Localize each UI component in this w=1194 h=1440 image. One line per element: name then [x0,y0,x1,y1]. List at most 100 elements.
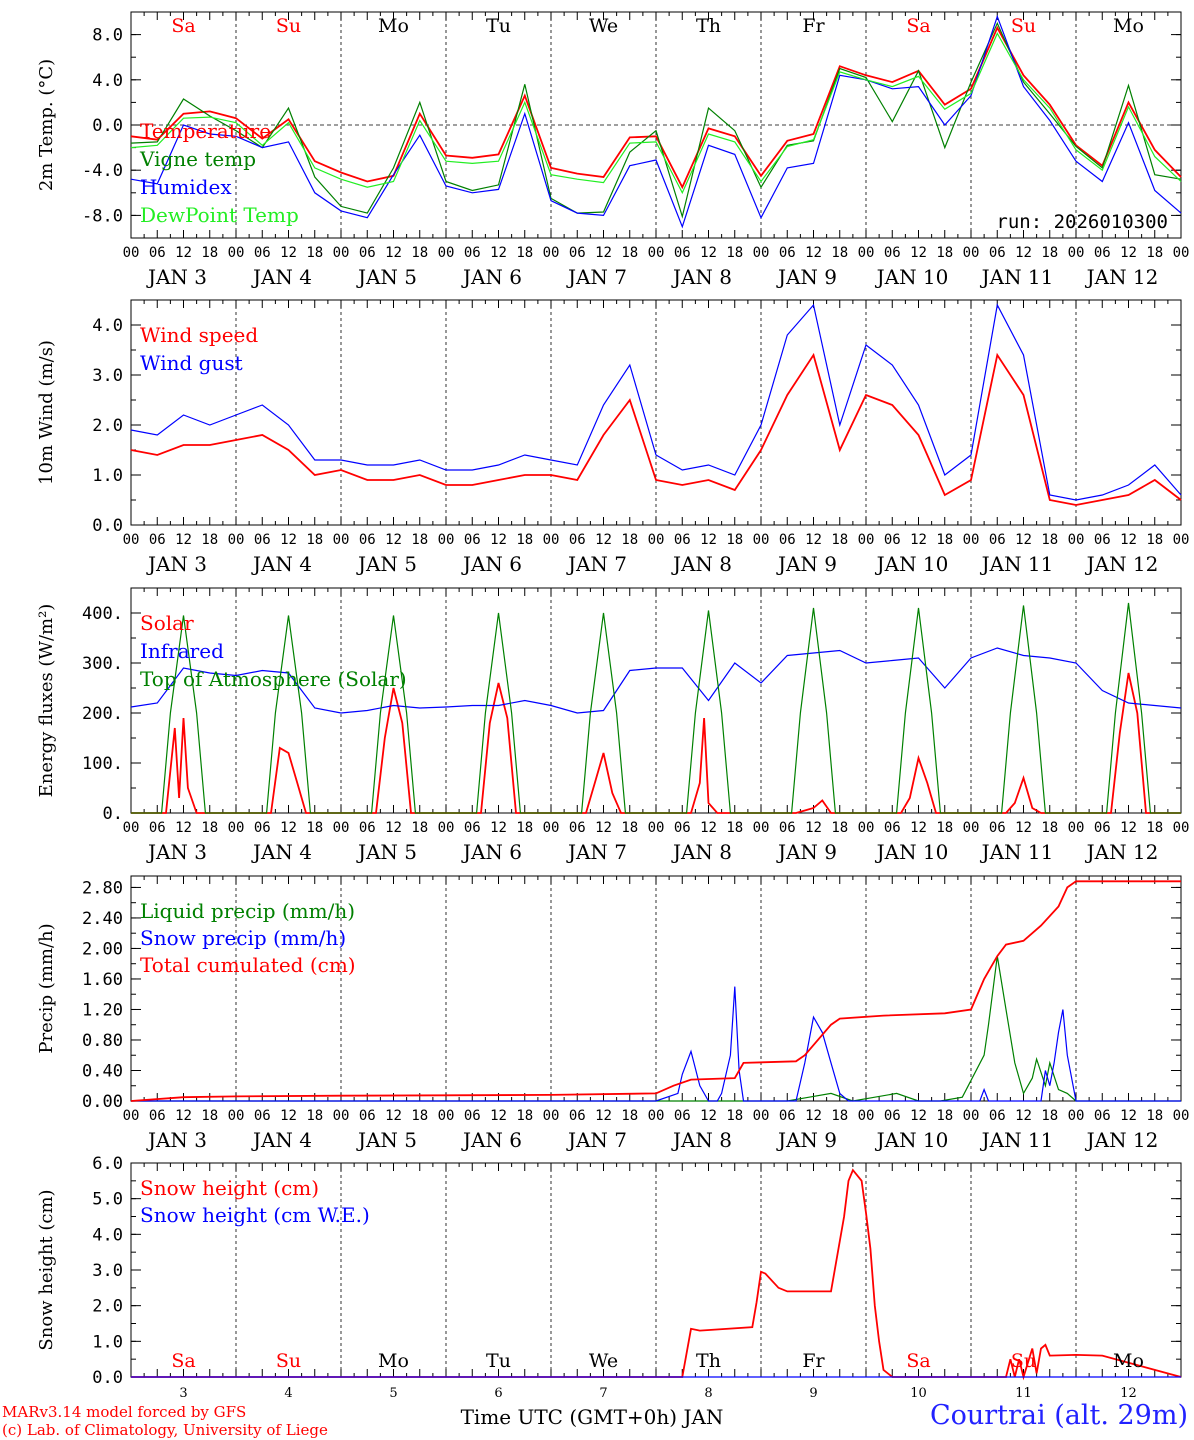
x-day-label: JAN 3 [146,265,207,289]
x-hour-label: 06 [464,1108,481,1124]
x-hour-label: 06 [674,820,691,836]
y-tick-label: 0. [103,804,123,824]
x-hour-label: 12 [490,245,507,261]
x-hour-label: 00 [1173,532,1190,548]
x-hour-label: 12 [1015,1108,1032,1124]
x-hour-label: 06 [779,245,796,261]
legend-entry: Total cumulated (cm) [140,953,356,977]
day-name: Sa [906,15,930,37]
x-hour-label: 00 [228,1108,245,1124]
y-tick-label: 3.0 [92,366,123,386]
x-hour-label: 06 [569,1108,586,1124]
series-line-top-of-atmosphere-solar- [131,602,1181,814]
x-day-label: JAN 4 [251,1128,312,1152]
x-hour-label: 12 [700,820,717,836]
x-day-label: JAN 5 [356,1128,417,1152]
series-line-solar [131,672,1181,814]
x-day-label: JAN 3 [146,552,207,576]
x-hour-label: 00 [858,820,875,836]
x-hour-label: 00 [648,532,665,548]
y-tick-label: 2.0 [92,416,123,436]
legend-entry: Temperature [140,119,271,143]
y-tick-label: 4.0 [92,1225,123,1245]
x-hour-label: 18 [1146,820,1163,836]
x-hour-label: 18 [516,245,533,261]
x-day-label: JAN 8 [671,840,732,864]
x-hour-label: 06 [989,1108,1006,1124]
day-name: Su [276,1350,301,1372]
x-hour-label: 18 [201,820,218,836]
y-tick-label: 0.80 [82,1031,123,1051]
x-hour-label: 12 [280,532,297,548]
x-hour-label: 18 [1041,532,1058,548]
x-hour-label: 00 [438,532,455,548]
x-hour-label: 06 [254,245,271,261]
x-hour-label: 18 [1041,245,1058,261]
y-tick-label: 2.40 [82,909,123,929]
x-hour-label: 12 [700,532,717,548]
x-day-label: JAN 8 [671,1128,732,1152]
x-hour-label: 00 [963,532,980,548]
x-hour-label: 00 [648,245,665,261]
x-hour-label: 12 [805,245,822,261]
y-axis-label: Precip (mm/h) [36,923,57,1053]
x-hour-label: 06 [464,820,481,836]
day-name: We [589,1350,618,1372]
x-hour-label: 00 [123,1108,140,1124]
x-hour-label: 12 [1120,532,1137,548]
x-hour-label: 00 [648,1108,665,1124]
x-hour-label: 06 [359,1108,376,1124]
x-hour-label: 18 [831,820,848,836]
x-day-label: JAN 7 [566,552,627,576]
x-hour-label: 00 [1173,245,1190,261]
x-hour-label: 00 [963,245,980,261]
x-hour-label: 06 [674,245,691,261]
x-day-label: JAN 11 [980,265,1054,289]
day-name: Sa [906,1350,930,1372]
x-hour-label: 18 [936,1108,953,1124]
x-axis-title: Time UTC (GMT+0h) JAN [461,1405,724,1429]
x-hour-label: 06 [1094,532,1111,548]
x-hour-label: 06 [149,532,166,548]
series-line-total-cumulated-cm- [130,880,1181,1102]
y-tick-label: 0.0 [92,516,123,536]
x-hour-label: 18 [411,1108,428,1124]
x-hour-label: 12 [910,532,927,548]
y-tick-label: -4.0 [82,161,123,181]
x-hour-label: 12 [175,532,192,548]
x-hour-label: 06 [149,820,166,836]
x-day-label: JAN 12 [1085,1128,1159,1152]
x-day-label: JAN 3 [146,840,207,864]
x-hour-label: 18 [1041,1108,1058,1124]
y-tick-label: 3.0 [92,1261,123,1281]
x-day-label: JAN 11 [980,1128,1054,1152]
legend-entry: Top of Atmosphere (Solar) [140,667,407,691]
x-hour-label: 06 [464,245,481,261]
day-name: Tu [486,15,511,37]
y-tick-label: -8.0 [82,206,123,226]
x-hour-label: 00 [228,532,245,548]
day-name: Mo [378,15,409,37]
x-hour-label: 12 [280,1108,297,1124]
x-hour-label: 06 [989,245,1006,261]
x-hour-label: 12 [1015,820,1032,836]
y-tick-label: 0.0 [92,116,123,136]
x-hour-label: 00 [333,245,350,261]
x-hour-label: 18 [306,820,323,836]
x-hour-label: 18 [411,820,428,836]
x-hour-label: 18 [1146,1108,1163,1124]
x-hour-label: 06 [884,245,901,261]
x-hour-label: 18 [726,820,743,836]
x-hour-label: 18 [831,1108,848,1124]
x-day-label: JAN 10 [875,552,949,576]
x-hour-label: 00 [543,1108,560,1124]
legend-entry: Wind speed [140,323,258,347]
legend-entry: Snow height (cm W.E.) [140,1203,370,1227]
y-tick-label: 2.0 [92,1297,123,1317]
x-hour-label: 06 [779,532,796,548]
x-hour-label: 06 [149,1108,166,1124]
x-hour-label: 18 [621,532,638,548]
x-hour-label: 00 [333,820,350,836]
x-hour-label: 12 [910,820,927,836]
x-hour-label: 12 [1015,532,1032,548]
